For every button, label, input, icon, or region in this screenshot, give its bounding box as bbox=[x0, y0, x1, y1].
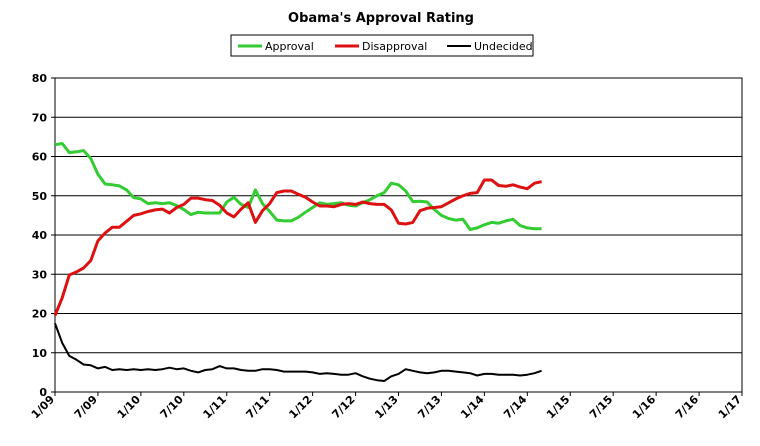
x-tick-label: 7/11 bbox=[244, 393, 272, 421]
x-tick-label: 1/10 bbox=[115, 393, 144, 422]
x-tick-label: 1/17 bbox=[716, 393, 744, 421]
x-tick-label: 1/13 bbox=[372, 393, 400, 421]
x-tick-label: 7/10 bbox=[158, 393, 187, 422]
y-tick-label: 40 bbox=[32, 229, 48, 242]
legend-label-approval: Approval bbox=[265, 40, 314, 53]
series-lines bbox=[53, 142, 542, 382]
x-axis: 1/09 7/09 1/10 7/10 1/11 7/11 1/12 7/12 1/13 7/13… bbox=[29, 392, 744, 421]
x-tick-label: 7/09 bbox=[72, 393, 100, 421]
x-tick-label: 7/12 bbox=[329, 393, 357, 421]
x-tick-label: 1/16 bbox=[630, 393, 659, 422]
x-tick-label: 7/13 bbox=[415, 393, 443, 421]
grid bbox=[55, 116, 742, 354]
x-tick-label: 7/16 bbox=[673, 393, 702, 422]
y-tick-label: 10 bbox=[32, 347, 48, 360]
y-tick-label: 30 bbox=[32, 268, 48, 281]
series-line-disapproval bbox=[53, 178, 542, 317]
x-tick-label: 1/14 bbox=[458, 393, 487, 422]
chart-title: Obama's Approval Rating bbox=[288, 11, 474, 26]
y-axis: 0 10 20 30 40 50 60 70 80 bbox=[32, 72, 55, 399]
legend-box bbox=[230, 34, 534, 57]
x-tick-label: 1/12 bbox=[286, 393, 314, 421]
x-tick-label: 7/15 bbox=[587, 393, 615, 421]
legend-label-disapproval: Disapproval bbox=[362, 40, 427, 53]
y-tick-label: 60 bbox=[32, 151, 48, 164]
series-line-undecided bbox=[54, 322, 542, 382]
y-tick-label: 50 bbox=[32, 190, 48, 203]
x-tick-label: 7/14 bbox=[501, 393, 530, 422]
y-tick-label: 70 bbox=[32, 111, 48, 124]
legend: Approval Disapproval Undecided bbox=[230, 34, 534, 57]
y-tick-label: 80 bbox=[32, 72, 48, 85]
legend-label-undecided: Undecided bbox=[474, 40, 533, 53]
y-tick-label: 0 bbox=[39, 386, 47, 399]
x-tick-label: 1/15 bbox=[544, 393, 572, 421]
y-tick-label: 20 bbox=[32, 308, 48, 321]
x-tick-label: 1/09 bbox=[29, 393, 57, 421]
x-tick-label: 1/11 bbox=[201, 393, 229, 421]
series-line-approval bbox=[54, 142, 542, 231]
